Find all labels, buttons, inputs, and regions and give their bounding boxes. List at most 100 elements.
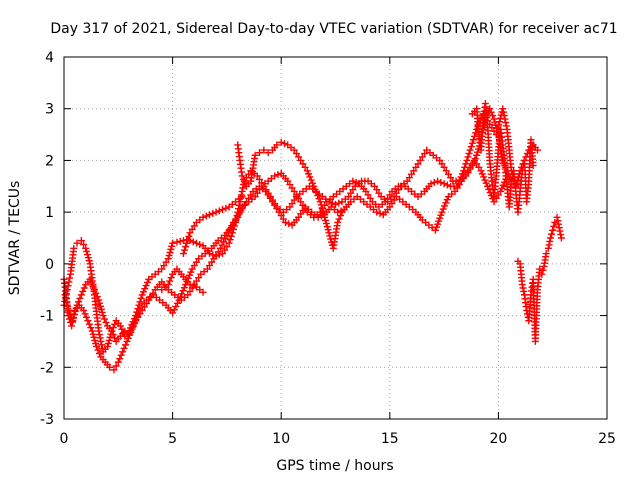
data-point	[96, 334, 104, 342]
data-point	[443, 181, 451, 189]
data-point	[497, 187, 505, 195]
data-point	[280, 140, 288, 148]
data-point	[91, 336, 99, 344]
data-point	[92, 289, 100, 297]
data-point	[282, 218, 290, 226]
data-point	[116, 355, 124, 363]
data-point	[216, 244, 224, 252]
data-point	[226, 236, 234, 244]
data-point	[489, 112, 497, 120]
data-point	[109, 331, 117, 339]
data-point	[202, 212, 210, 220]
data-point	[166, 277, 174, 285]
x-tick-label: 0	[60, 431, 69, 447]
data-point	[550, 222, 558, 230]
data-point	[169, 309, 177, 317]
data-point	[93, 293, 101, 301]
data-point	[323, 223, 331, 231]
data-point	[89, 330, 97, 338]
data-point	[277, 138, 285, 146]
data-point	[239, 184, 247, 192]
data-point	[319, 207, 327, 215]
data-point	[127, 326, 135, 334]
data-point	[83, 247, 91, 255]
data-point	[222, 204, 230, 212]
data-point	[165, 252, 173, 260]
data-point	[554, 220, 562, 228]
data-point	[536, 265, 544, 273]
data-point	[264, 149, 272, 157]
data-point	[84, 317, 92, 325]
data-point	[82, 244, 90, 252]
data-point	[223, 231, 231, 239]
data-point	[226, 225, 234, 233]
data-point	[64, 306, 72, 314]
data-point	[481, 176, 489, 184]
data-point	[547, 234, 555, 242]
data-point	[271, 172, 279, 180]
data-point	[128, 323, 136, 331]
data-point	[206, 211, 214, 219]
data-point	[167, 274, 175, 282]
data-point	[93, 343, 101, 351]
data-point	[492, 131, 500, 139]
data-point	[77, 291, 85, 299]
data-point	[482, 179, 490, 187]
data-point	[373, 208, 381, 216]
data-point	[303, 167, 311, 175]
data-point	[138, 291, 146, 299]
data-point	[192, 239, 200, 247]
data-point	[469, 136, 477, 144]
data-point	[88, 327, 96, 335]
data-point	[462, 160, 470, 168]
data-point	[89, 282, 97, 290]
data-point	[548, 230, 556, 238]
data-point	[96, 302, 104, 310]
data-point	[94, 346, 102, 354]
data-point	[225, 239, 233, 247]
data-point	[314, 192, 322, 200]
data-point	[64, 303, 72, 311]
data-point	[322, 216, 330, 224]
data-point	[471, 132, 479, 140]
data-point	[109, 324, 117, 332]
data-point	[108, 327, 116, 335]
data-point	[477, 167, 485, 175]
data-point	[335, 215, 343, 223]
y-tick-label: 4	[45, 50, 54, 66]
y-axis-label: SDTVAR / TECUs	[7, 181, 23, 296]
data-point	[335, 199, 343, 207]
data-point	[332, 200, 339, 208]
data-point	[306, 173, 314, 181]
y-tick-label: 2	[45, 153, 54, 169]
data-point	[95, 349, 103, 357]
data-point	[121, 327, 129, 335]
data-point	[179, 250, 187, 258]
data-point	[79, 287, 87, 295]
data-point	[136, 298, 144, 306]
data-point	[238, 193, 246, 201]
data-point	[501, 115, 509, 123]
data-point	[70, 244, 78, 252]
data-point	[240, 175, 248, 183]
data-point	[80, 284, 88, 292]
plot-frame	[63, 56, 608, 420]
x-tick-label: 15	[381, 431, 399, 447]
data-point	[82, 313, 90, 321]
data-point	[95, 331, 103, 339]
x-axis-label: GPS time / hours	[276, 458, 393, 474]
data-point	[96, 299, 104, 307]
data-point	[218, 241, 226, 249]
data-point	[70, 314, 78, 322]
data-point	[464, 153, 472, 161]
data-point	[189, 238, 197, 246]
data-point	[76, 294, 84, 302]
data-point	[187, 268, 195, 276]
data-point	[142, 282, 150, 290]
data-point	[468, 139, 476, 147]
data-point	[546, 237, 554, 245]
data-point	[77, 237, 85, 245]
data-point	[238, 172, 246, 180]
data-point	[549, 226, 557, 234]
data-point	[186, 281, 194, 289]
